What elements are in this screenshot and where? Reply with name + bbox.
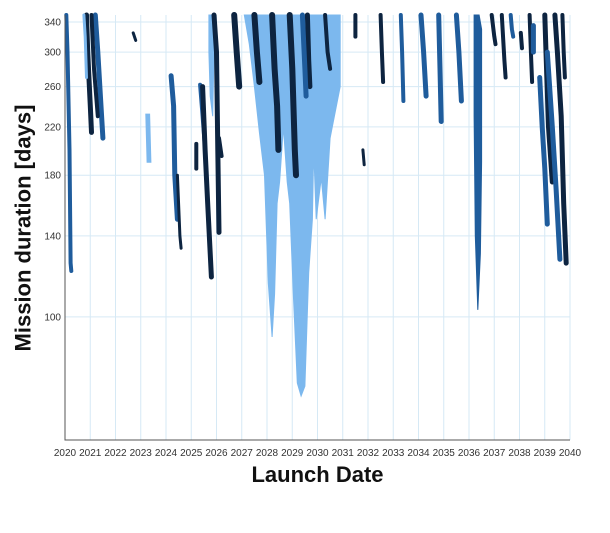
trajectory-trace-35 xyxy=(544,49,563,262)
trajectory-trace-34 xyxy=(542,12,555,185)
trajectory-trace-11 xyxy=(211,12,222,235)
y-tick-label: 260 xyxy=(44,82,61,93)
x-tick-label: 2034 xyxy=(407,448,430,459)
y-axis-label: Mission duration [days] xyxy=(10,104,36,351)
x-tick-label: 2032 xyxy=(357,448,380,459)
trajectory-trace-1 xyxy=(84,12,94,135)
trajectory-trace-26 xyxy=(453,12,464,104)
trajectory-trace-16 xyxy=(286,12,299,179)
x-tick-label: 2040 xyxy=(559,448,582,459)
trajectory-trace-15 xyxy=(269,12,282,153)
x-tick-label: 2038 xyxy=(508,448,531,459)
trajectory-trace-36 xyxy=(552,12,569,266)
y-tick-label: 220 xyxy=(44,122,61,133)
trajectory-trace-29 xyxy=(508,13,516,39)
y-tick-label: 340 xyxy=(44,17,61,28)
y-tick-label: 180 xyxy=(44,171,61,182)
x-tick-label: 2030 xyxy=(306,448,329,459)
x-tick-label: 2020 xyxy=(54,448,77,459)
x-tick-label: 2023 xyxy=(130,448,153,459)
trajectory-trace-37 xyxy=(560,13,567,80)
trajectory-trace-19 xyxy=(323,13,333,71)
trajectory-trace-23 xyxy=(398,13,406,103)
trajectory-trace-4 xyxy=(82,13,88,79)
trajectory-trace-24 xyxy=(418,12,429,99)
feasible-region-1 xyxy=(473,14,483,310)
x-tick-label: 2039 xyxy=(534,448,557,459)
trajectory-trace-21 xyxy=(361,148,366,167)
trajectory-trace-28 xyxy=(499,13,508,80)
trajectory-trace-5 xyxy=(131,31,138,42)
trajectory-trace-22 xyxy=(378,13,386,84)
y-tick-label: 140 xyxy=(44,231,61,242)
x-tick-label: 2025 xyxy=(180,448,203,459)
x-tick-label: 2037 xyxy=(483,448,506,459)
x-tick-label: 2027 xyxy=(231,448,254,459)
trajectory-trace-13 xyxy=(231,12,243,90)
trajectory-trace-12 xyxy=(217,136,224,158)
axis-frame xyxy=(64,15,570,441)
x-tick-label: 2026 xyxy=(205,448,228,459)
y-tick-label: 300 xyxy=(44,48,61,59)
trajectory-trace-3 xyxy=(89,13,100,119)
trajectory-trace-33 xyxy=(537,75,550,227)
trajectory-trace-0 xyxy=(64,13,74,273)
trajectory-trace-17 xyxy=(304,12,313,90)
trajectory-trace-31 xyxy=(518,30,524,51)
x-tick-label: 2021 xyxy=(79,448,102,459)
x-tick-label: 2022 xyxy=(104,448,127,459)
x-tick-label: 2024 xyxy=(155,448,178,459)
x-axis-label: Launch Date xyxy=(251,462,384,487)
y-tick-label: 100 xyxy=(44,312,61,323)
trajectory-trace-7 xyxy=(175,173,183,250)
trajectory-trace-14 xyxy=(251,12,263,85)
x-tick-label: 2035 xyxy=(433,448,456,459)
feasible-region-0 xyxy=(243,14,341,398)
trajectory-trace-10 xyxy=(200,84,214,280)
x-tick-label: 2033 xyxy=(382,448,405,459)
trajectory-trace-27 xyxy=(489,13,498,47)
y-axis-label-box: Mission duration [days] xyxy=(8,15,38,440)
x-tick-label: 2031 xyxy=(332,448,355,459)
feasible-region-2 xyxy=(145,113,152,163)
trajectory-trace-25 xyxy=(436,12,444,124)
trajectory-trace-18 xyxy=(299,12,309,99)
x-tick-label: 2028 xyxy=(256,448,279,459)
x-tick-label: 2029 xyxy=(281,448,304,459)
trajectory-trace-2 xyxy=(92,12,106,141)
x-tick-label: 2036 xyxy=(458,448,481,459)
trajectory-trace-6 xyxy=(168,73,180,222)
